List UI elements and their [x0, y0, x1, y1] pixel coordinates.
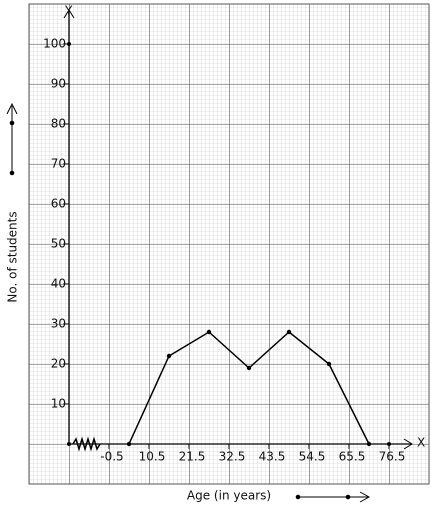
y-tick-label: 40: [51, 277, 66, 291]
y-arrow: [63, 9, 75, 19]
point: [126, 441, 132, 447]
y-tick-label: 50: [51, 237, 66, 251]
graph-paper: [28, 3, 430, 485]
x-tick-label: 76.5: [379, 450, 406, 464]
y-axis-name: Y: [64, 4, 73, 18]
point: [286, 329, 292, 335]
y-tick-label: 30: [51, 317, 66, 331]
y-tick-label: 10: [51, 397, 66, 411]
x-tick-label: -0.5: [100, 450, 123, 464]
point: [166, 353, 172, 359]
y-tick-label: 90: [51, 77, 66, 91]
x-tick-label: 10.5: [139, 450, 166, 464]
point: [246, 365, 252, 371]
x-tick-label: 32.5: [219, 450, 246, 464]
x-arrow: [403, 438, 413, 450]
direction-arrow: [6, 102, 18, 176]
y-axis-title: No. of students: [6, 211, 20, 302]
x-axis-name: X: [417, 436, 425, 450]
y-tick-label: 100: [43, 37, 66, 51]
point: [366, 441, 372, 447]
y-tick-label: 20: [51, 357, 66, 371]
x-tick-label: 21.5: [179, 450, 206, 464]
point: [206, 329, 212, 335]
y-tick-label: 70: [51, 157, 66, 171]
x-axis-title: Age (in years): [187, 489, 271, 503]
origin: [67, 442, 71, 446]
axis-break: [72, 436, 101, 452]
x-tick-label: 65.5: [339, 450, 366, 464]
x-tick-label: 54.5: [299, 450, 326, 464]
point: [326, 361, 332, 367]
y-tick-label: 60: [51, 197, 66, 211]
direction-arrow: [295, 491, 371, 503]
x-tick-label: 43.5: [259, 450, 286, 464]
y-tick-label: 80: [51, 117, 66, 131]
